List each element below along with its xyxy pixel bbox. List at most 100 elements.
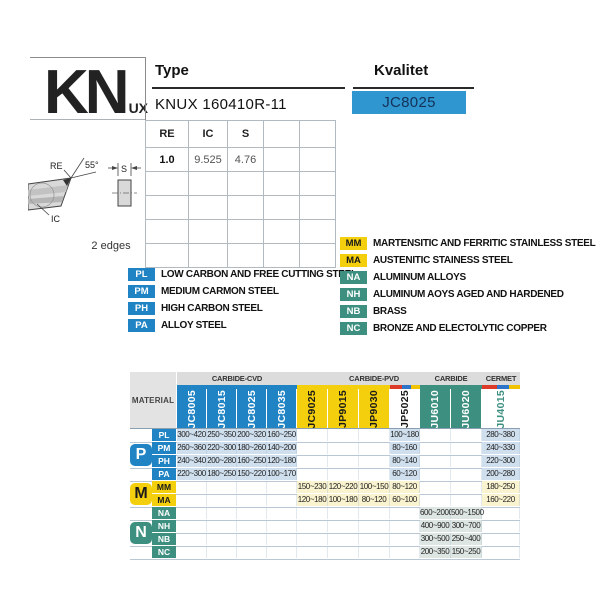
column-header-JC8005: JC8005 [177,389,206,429]
grade-cell [177,546,207,558]
grade-cell [359,442,390,454]
grade-cell [420,481,451,493]
inscribed-circle [29,182,55,208]
grade-cell: 500~1500 [451,507,484,519]
s-dim-arrowhead [131,166,137,170]
grade-cell [297,442,328,454]
grade-cell [328,429,359,441]
spec-empty-row [145,171,336,196]
grade-cell: 100~150 [359,481,390,493]
grade-cell [177,533,207,545]
grade-cell [207,507,237,519]
legend-code-badge: NA [340,270,367,284]
grade-cell [297,455,328,467]
material-row-MM: MM 150~230 120~220 100~150 80~120 180~250 [130,481,520,495]
grade-cell: 160~250 [237,455,267,467]
brand-logo: KN UX [44,62,148,124]
grade-cell: 160~220 [482,494,520,506]
grade-cell: 200~280 [482,468,520,480]
group-band-label: CERMET [485,374,517,383]
legend-item: NA ALUMINUM ALLOYS [340,270,595,284]
grade-cell [328,546,359,558]
grade-cell [420,442,451,454]
grade-cell: 400~900 [420,520,451,532]
material-header: MATERIAL [130,372,176,428]
grade-cell: 200~350 [420,546,451,558]
legend-label: AUSTENITIC STAINESS STEEL [373,254,513,266]
type-underline [152,87,345,89]
column-header-JP5025: JP5025 [390,389,419,429]
group-badge-P: P [130,444,152,466]
column-header-JP9015: JP9015 [328,389,358,429]
group-badge-M: M [130,483,152,505]
grade-cell [267,494,297,506]
grade-cell [297,546,328,558]
grade-cell [237,533,267,545]
insert-chipbreaker-band [28,196,64,204]
grade-cell [297,429,328,441]
grade-cell [451,468,482,480]
row-code-badge: NA [152,507,176,519]
column-stripe [177,385,207,389]
group-band-label: CARBIDE-PVD [349,374,399,383]
column-header-JP9030: JP9030 [359,389,389,429]
grade-cell [451,494,482,506]
material-row-PA: PA 220~300 180~250 150~220 100~170 60~120 200~… [130,468,520,482]
legend-code-badge: PH [128,301,155,315]
column-header-JC8015: JC8015 [207,389,236,429]
column-stripe [497,385,509,389]
grade-cell: 250~400 [451,533,482,545]
material-row-NH: NH 400~900 300~700 [130,520,520,534]
grade-cell: 160~250 [267,429,297,441]
grade-cell [177,507,207,519]
grade-cell [207,546,237,558]
row-code-badge: MA [152,494,176,506]
row-code-badge: PA [152,468,176,480]
grade-cell: 180~260 [237,442,267,454]
grade-cell: 150~220 [237,468,267,480]
legend-code-badge: MA [340,253,367,267]
grade-cell: 220~300 [207,442,237,454]
column-stripe [207,385,237,389]
grade-cell: 150~230 [297,481,328,493]
legend-item: MA AUSTENITIC STAINESS STEEL [340,253,595,267]
column-header-JU6010: JU6010 [420,389,450,429]
column-stripe [411,385,420,389]
legend-item: NB BRASS [340,304,595,318]
spec-value-s: 4.76 [227,147,264,172]
legend-label: ALUMINUM ALLOYS [373,271,466,283]
grade-cell [207,520,237,532]
insert-chipbreaker-band [28,185,68,196]
grade-cell: 220~300 [177,468,207,480]
grade-cell: 200~280 [207,455,237,467]
row-code-badge: PM [152,442,176,454]
grade-cell: 100~180 [328,494,359,506]
grade-cell [267,507,297,519]
grade-cell [482,546,520,558]
column-stripe [267,385,297,389]
grade-cell [328,520,359,532]
grade-cell [482,507,520,519]
grade-cell [390,546,420,558]
column-stripe [402,385,411,389]
grade-cell [207,481,237,493]
re-leader-line [63,169,72,179]
re-label: RE [50,161,63,171]
angle-ray [70,157,85,179]
grade-cell [177,520,207,532]
grade-cell: 280~380 [482,429,520,441]
grade-cell: 80~120 [390,481,420,493]
column-header-JC8035: JC8035 [267,389,296,429]
grade-cell: 180~250 [482,481,520,493]
grade-cell [297,533,328,545]
grade-cell [297,468,328,480]
column-stripe [508,385,520,389]
row-code-badge: NB [152,533,176,545]
grade-cell [451,455,482,467]
grade-cell: 120~180 [297,494,328,506]
grade-cell: 60~120 [390,468,420,480]
row-code-badge: PL [152,429,176,441]
grade-cell: 120~180 [267,455,297,467]
grade-cell [451,481,482,493]
